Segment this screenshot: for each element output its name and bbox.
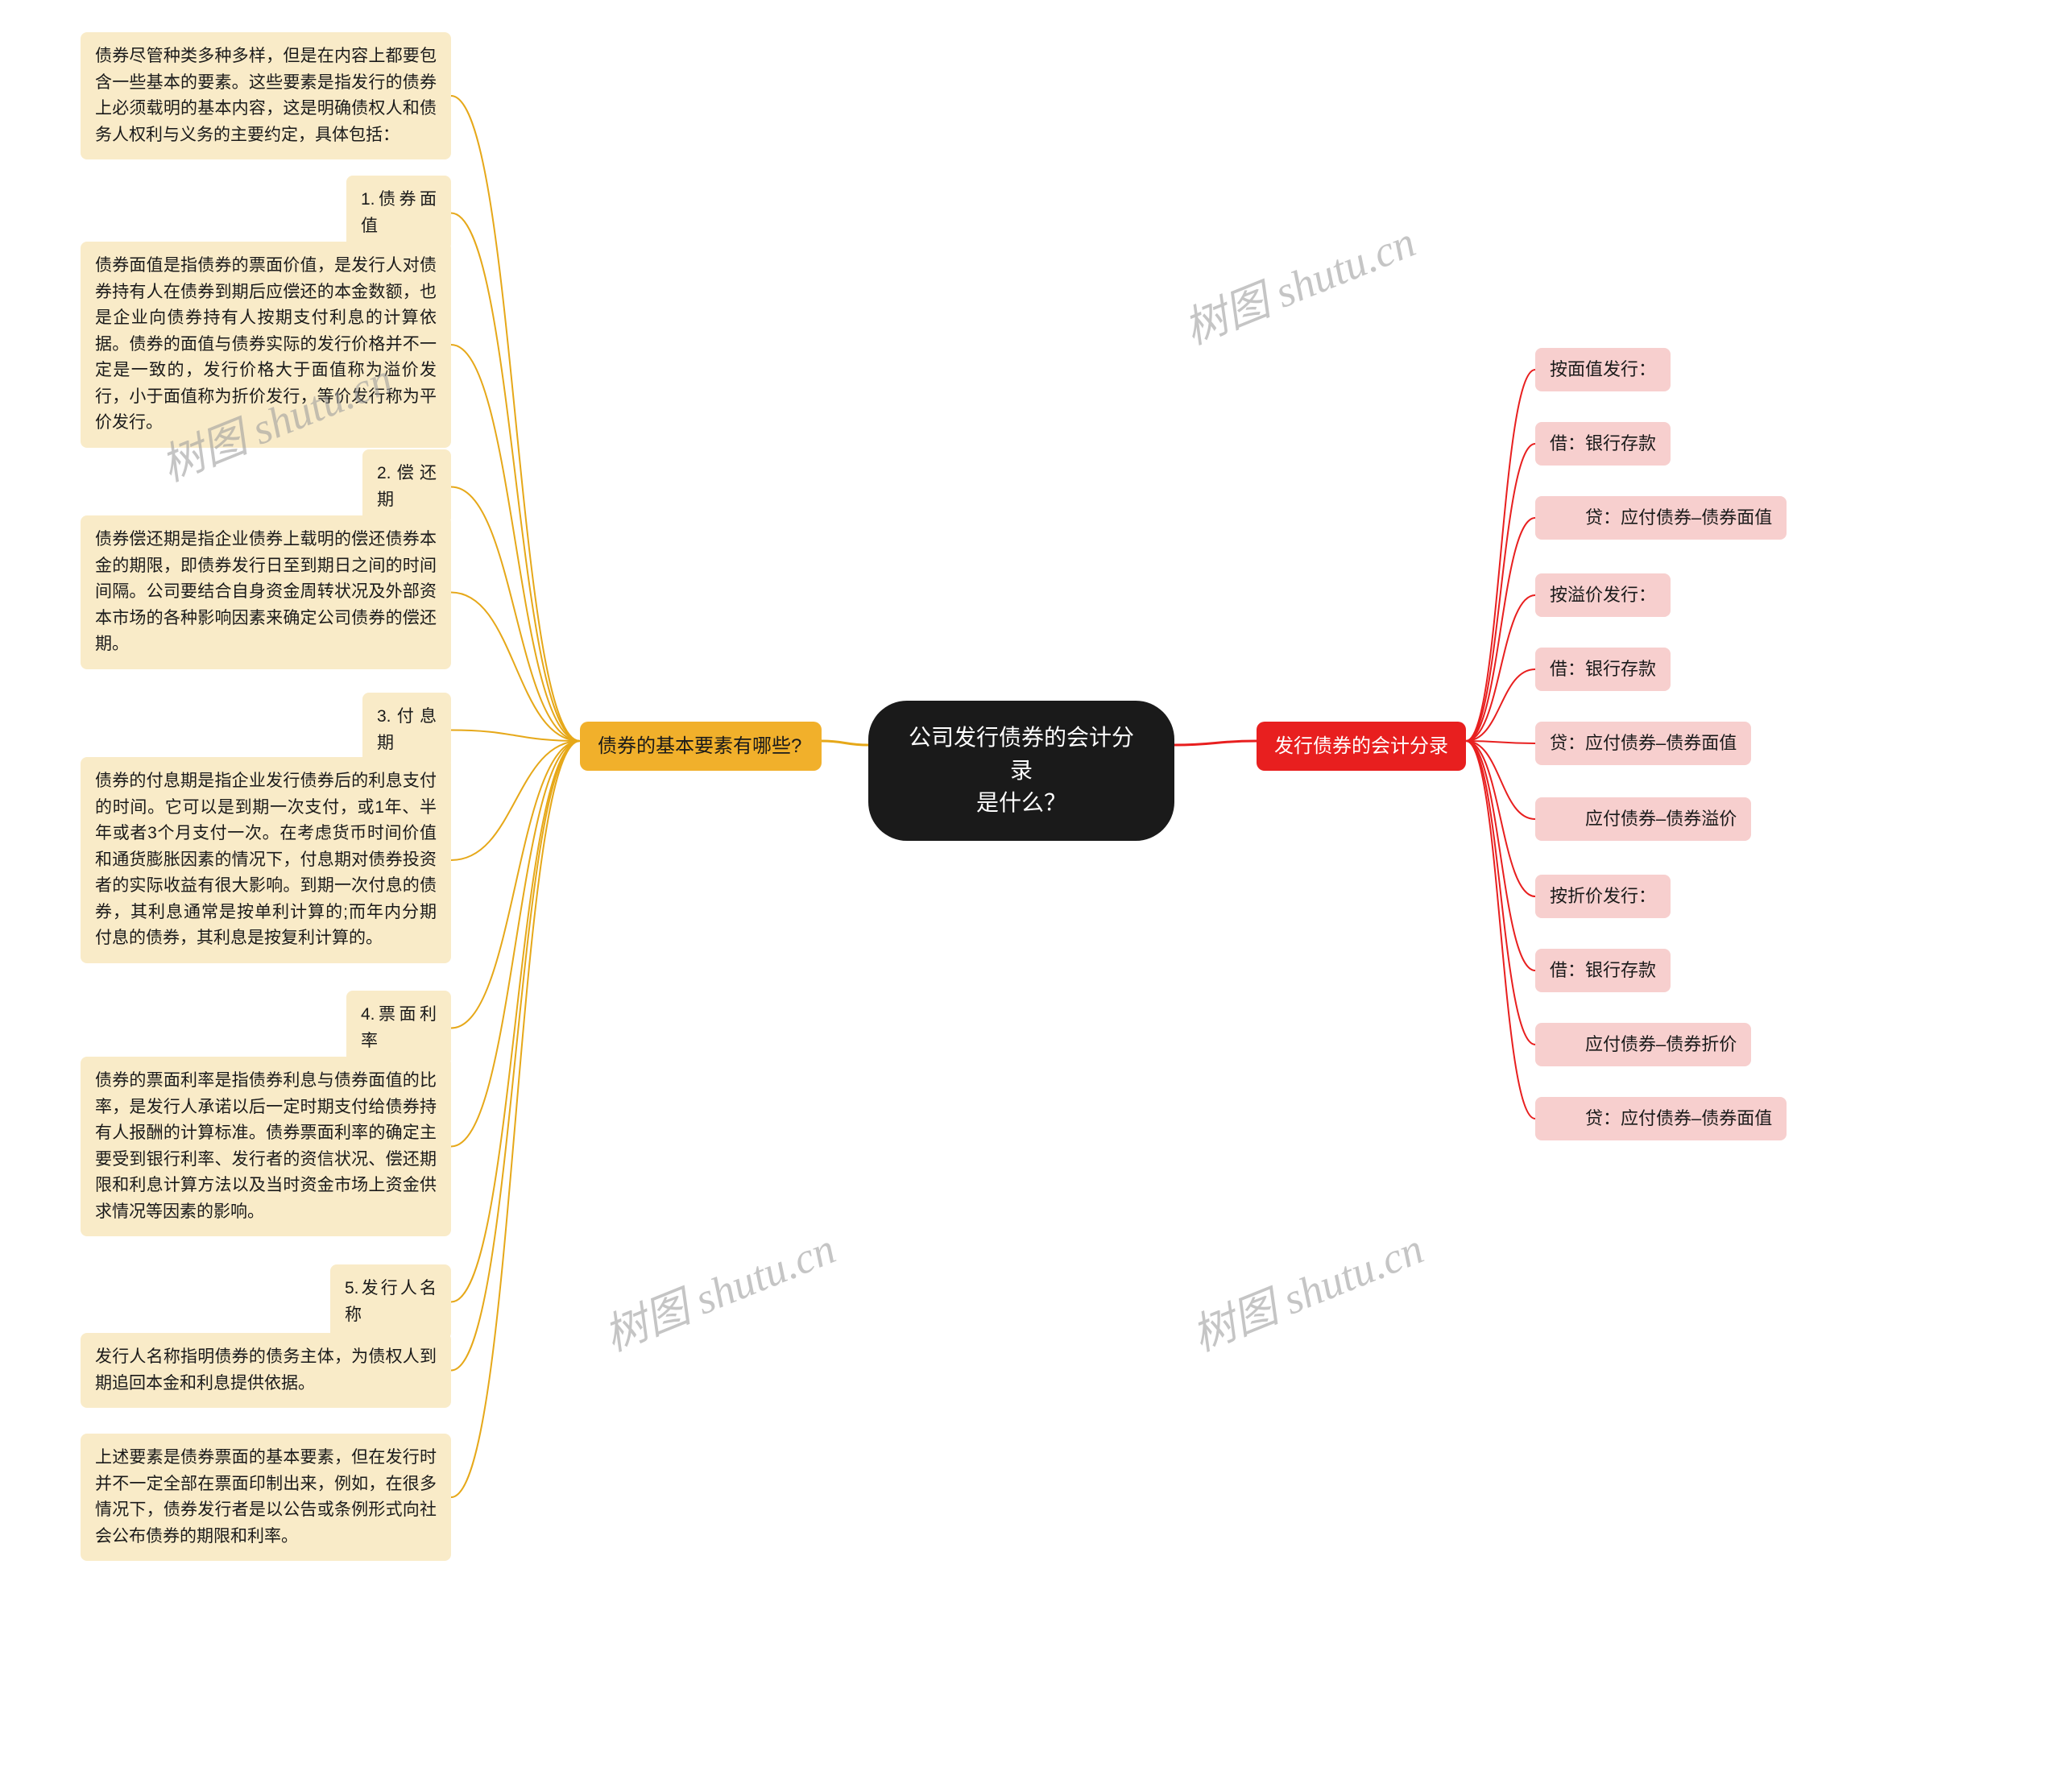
left-leaf-text: 4.票面利率 <box>361 1005 437 1050</box>
right-leaf-text: 应付债券–债券溢价 <box>1550 809 1737 829</box>
left-leaf-text: 发行人名称指明债券的债务主体，为债权人到期追回本金和利息提供依据。 <box>95 1347 437 1393</box>
left-leaf-text: 3.付息期 <box>377 707 437 752</box>
right-leaf-node[interactable]: 贷：应付债券–债券面值 <box>1535 722 1751 765</box>
right-leaf-node[interactable]: 应付债券–债券折价 <box>1535 1023 1751 1066</box>
right-leaf-text: 按面值发行： <box>1550 359 1656 379</box>
right-leaf-node[interactable]: 应付债券–债券溢价 <box>1535 797 1751 841</box>
watermark-text: 树图 shutu.cn <box>1178 217 1422 354</box>
left-leaf-text: 债券的票面利率是指债券利息与债券面值的比率，是发行人承诺以后一定时期支付给债券持… <box>95 1071 437 1221</box>
left-leaf-node[interactable]: 债券尽管种类多种多样，但是在内容上都要包含一些基本的要素。这些要素是指发行的债券… <box>81 32 451 159</box>
right-leaf-node[interactable]: 按溢价发行： <box>1535 573 1671 617</box>
right-branch-node[interactable]: 发行债券的会计分录 <box>1257 722 1466 771</box>
right-leaf-text: 贷：应付债券–债券面值 <box>1550 1108 1772 1128</box>
right-leaf-text: 贷：应付债券–债券面值 <box>1550 733 1737 753</box>
left-leaf-node[interactable]: 发行人名称指明债券的债务主体，为债权人到期追回本金和利息提供依据。 <box>81 1333 451 1408</box>
left-leaf-text: 上述要素是债券票面的基本要素，但在发行时并不一定全部在票面印制出来，例如，在很多… <box>95 1448 437 1546</box>
watermark: 树图 shutu.cn <box>1173 206 1423 357</box>
left-leaf-node[interactable]: 债券的付息期是指企业发行债券后的利息支付的时间。它可以是到期一次支付，或1年、半… <box>81 757 451 963</box>
left-branch-label: 债券的基本要素有哪些? <box>598 735 801 757</box>
left-leaf-node[interactable]: 债券偿还期是指企业债券上载明的偿还债券本金的期限，即债券发行日至到期日之间的时间… <box>81 515 451 669</box>
right-leaf-text: 借：银行存款 <box>1550 659 1656 679</box>
left-leaf-text: 2.偿还期 <box>377 464 437 509</box>
left-leaf-text: 5.发行人名称 <box>345 1279 437 1324</box>
right-leaf-text: 贷：应付债券–债券面值 <box>1550 507 1772 528</box>
left-leaf-node[interactable]: 2.偿还期 <box>362 449 451 524</box>
left-leaf-text: 债券尽管种类多种多样，但是在内容上都要包含一些基本的要素。这些要素是指发行的债券… <box>95 47 437 144</box>
left-leaf-node[interactable]: 4.票面利率 <box>346 991 451 1066</box>
left-leaf-text: 债券面值是指债券的票面价值，是发行人对债券持有人在债券到期后应偿还的本金数额，也… <box>95 256 437 432</box>
left-branch-node[interactable]: 债券的基本要素有哪些? <box>580 722 822 771</box>
watermark: 树图 shutu.cn <box>1181 1213 1431 1364</box>
right-leaf-node[interactable]: 按折价发行： <box>1535 875 1671 918</box>
center-node[interactable]: 公司发行债券的会计分录 是什么？ <box>868 701 1174 841</box>
left-leaf-text: 债券偿还期是指企业债券上载明的偿还债券本金的期限，即债券发行日至到期日之间的时间… <box>95 530 437 653</box>
watermark-text: 树图 shutu.cn <box>1186 1224 1430 1360</box>
right-leaf-text: 按溢价发行： <box>1550 585 1656 605</box>
right-leaf-text: 借：银行存款 <box>1550 960 1656 980</box>
left-leaf-node[interactable]: 5.发行人名称 <box>330 1264 451 1339</box>
left-leaf-text: 1.债券面值 <box>361 190 437 235</box>
left-leaf-node[interactable]: 上述要素是债券票面的基本要素，但在发行时并不一定全部在票面印制出来，例如，在很多… <box>81 1434 451 1561</box>
watermark-text: 树图 shutu.cn <box>598 1224 842 1360</box>
right-leaf-text: 按折价发行： <box>1550 886 1656 906</box>
right-leaf-node[interactable]: 借：银行存款 <box>1535 949 1671 992</box>
right-leaf-node[interactable]: 按面值发行： <box>1535 348 1671 391</box>
left-leaf-node[interactable]: 1.债券面值 <box>346 176 451 250</box>
left-leaf-text: 债券的付息期是指企业发行债券后的利息支付的时间。它可以是到期一次支付，或1年、半… <box>95 772 437 947</box>
center-node-label: 公司发行债券的会计分录 是什么？ <box>909 725 1134 815</box>
left-leaf-node[interactable]: 债券面值是指债券的票面价值，是发行人对债券持有人在债券到期后应偿还的本金数额，也… <box>81 242 451 448</box>
watermark: 树图 shutu.cn <box>593 1213 843 1364</box>
left-leaf-node[interactable]: 债券的票面利率是指债券利息与债券面值的比率，是发行人承诺以后一定时期支付给债券持… <box>81 1057 451 1236</box>
right-leaf-text: 借：银行存款 <box>1550 433 1656 453</box>
right-leaf-node[interactable]: 贷：应付债券–债券面值 <box>1535 496 1787 540</box>
right-leaf-node[interactable]: 借：银行存款 <box>1535 648 1671 691</box>
right-branch-label: 发行债券的会计分录 <box>1274 735 1448 757</box>
right-leaf-node[interactable]: 贷：应付债券–债券面值 <box>1535 1097 1787 1140</box>
right-leaf-text: 应付债券–债券折价 <box>1550 1034 1737 1054</box>
right-leaf-node[interactable]: 借：银行存款 <box>1535 422 1671 466</box>
